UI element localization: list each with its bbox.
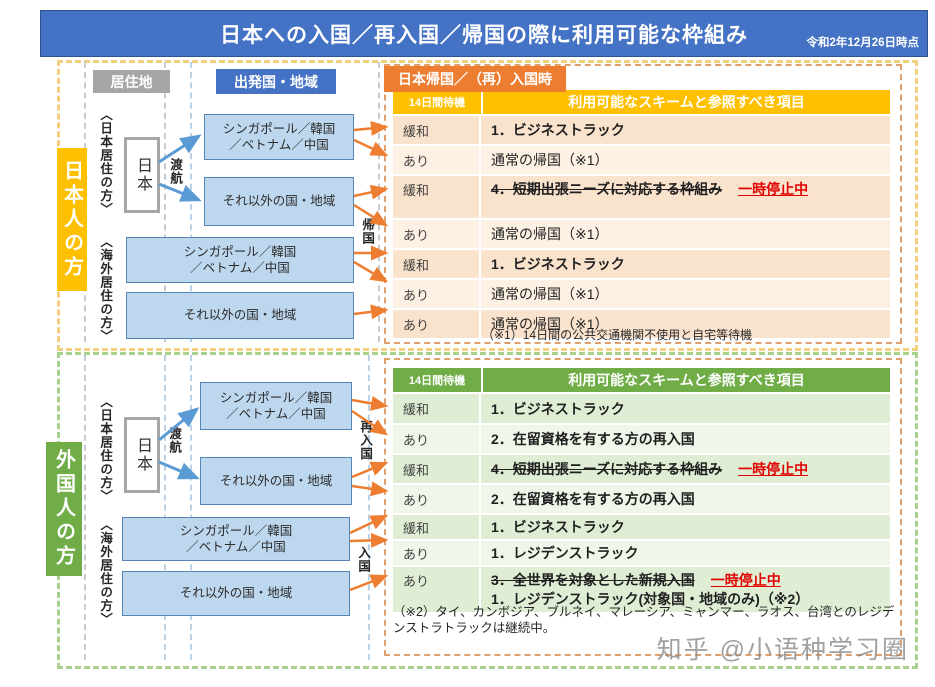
table-row: 緩和 1．ビジネストラック <box>393 114 890 144</box>
label-japanese-nationals: 日本人の方 <box>57 148 87 291</box>
divider <box>164 355 166 660</box>
table-row: あり 通常の帰国（※1） <box>393 308 890 338</box>
label-resident-overseas-bottom: 〈海外居住の方〉 <box>98 518 113 626</box>
japan-box-bottom: 日本 <box>124 417 160 493</box>
table-header: 14日間待機 利用可能なスキームと参照すべき項目 <box>393 90 890 114</box>
divider <box>84 355 86 660</box>
label-travel-bottom: 渡航 <box>167 427 182 454</box>
label-resident-in-japan-top: 〈日本居住の方〉 <box>98 108 113 216</box>
table-row-suspended: 緩和 4．短期出張ニーズに対応する枠組み 一時停止中 <box>393 174 890 218</box>
box-others-japan-resident: それ以外の国・地域 <box>204 177 354 226</box>
japan-box-top: 日本 <box>124 137 160 213</box>
table-row: 緩和 1．ビジネストラック <box>393 248 890 278</box>
box-others-japan-resident-foreign: それ以外の国・地域 <box>200 457 352 505</box>
table-row: あり 通常の帰国（※1） <box>393 144 890 174</box>
box-group4-overseas-resident: シンガポール／韓国 ／ベトナム／中国 <box>126 237 354 283</box>
table-foreigner: 14日間待機 利用可能なスキームと参照すべき項目 緩和 1．ビジネストラック あ… <box>393 368 890 612</box>
label-entry: 入国 <box>356 546 371 573</box>
table-row: 緩和 1．ビジネストラック <box>393 513 890 539</box>
header-residence: 居住地 <box>93 70 170 93</box>
divider <box>164 62 166 342</box>
as-of-date: 令和2年12月26日時点 <box>806 37 919 49</box>
table-row: あり 通常の帰国（※1） <box>393 278 890 308</box>
box-others-overseas-foreign: それ以外の国・地域 <box>122 571 350 616</box>
divider <box>378 62 380 342</box>
table-header: 14日間待機 利用可能なスキームと参照すべき項目 <box>393 368 890 392</box>
col-scheme: 利用可能なスキームと参照すべき項目 <box>568 94 805 110</box>
divider <box>368 355 370 660</box>
box-group4-japan-resident: シンガポール／韓国 ／ベトナム／中国 <box>204 114 354 160</box>
title-bar: 日本への入国／再入国／帰国の際に利用可能な枠組み 令和2年12月26日時点 <box>40 10 928 57</box>
table-row-suspended: 緩和 4．短期出張ニーズに対応する枠組み 一時停止中 <box>393 453 890 483</box>
label-reentry: 再入国 <box>358 420 373 461</box>
header-departure: 出発国・地域 <box>216 69 336 94</box>
box-others-overseas-resident: それ以外の国・地域 <box>126 292 354 339</box>
label-foreign-nationals: 外国人の方 <box>46 442 82 576</box>
col-scheme: 利用可能なスキームと参照すべき項目 <box>568 372 805 388</box>
divider <box>190 62 192 342</box>
label-resident-in-japan-bottom: 〈日本居住の方〉 <box>98 395 113 503</box>
page-title: 日本への入国／再入国／帰国の際に利用可能な枠組み <box>220 23 748 47</box>
return-entry-frame-bottom <box>384 358 902 656</box>
table-row-suspended: あり 3．全世界を対象とした新規入国 一時停止中 1．レジデンストラック(対象国・… <box>393 565 890 612</box>
divider <box>190 355 192 660</box>
table-row: あり 1．レジデンストラック <box>393 539 890 565</box>
table-row: 緩和 1．ビジネストラック <box>393 392 890 423</box>
footnote-1: （※1）14日間の公共交通機関不使用と自宅等待機 <box>482 328 753 342</box>
col-wait: 14日間待機 <box>393 368 483 392</box>
col-wait: 14日間待機 <box>393 90 483 114</box>
label-return: 帰国 <box>360 218 375 245</box>
label-resident-overseas-top: 〈海外居住の方〉 <box>98 235 113 343</box>
table-row: あり 通常の帰国（※1） <box>393 218 890 248</box>
table-row: あり 2．在留資格を有する方の再入国 <box>393 483 890 513</box>
return-entry-title: 日本帰国／（再）入国時 <box>384 66 566 92</box>
box-group4-overseas-foreign: シンガポール／韓国 ／ベトナム／中国 <box>122 517 350 561</box>
box-group4-japan-resident-foreign: シンガポール／韓国 ／ベトナム／中国 <box>200 382 352 430</box>
table-row: あり 2．在留資格を有する方の再入国 <box>393 423 890 453</box>
table-japanese: 14日間待機 利用可能なスキームと参照すべき項目 緩和 1．ビジネストラック あ… <box>393 90 890 338</box>
footnote-2: （※2）タイ、カンボジア、ブルネイ、マレーシア、ミャンマー、ラオス、台湾とのレジ… <box>393 605 895 636</box>
watermark: 知乎 @小语种学习圈 <box>656 636 909 664</box>
label-travel-top: 渡航 <box>168 158 183 185</box>
